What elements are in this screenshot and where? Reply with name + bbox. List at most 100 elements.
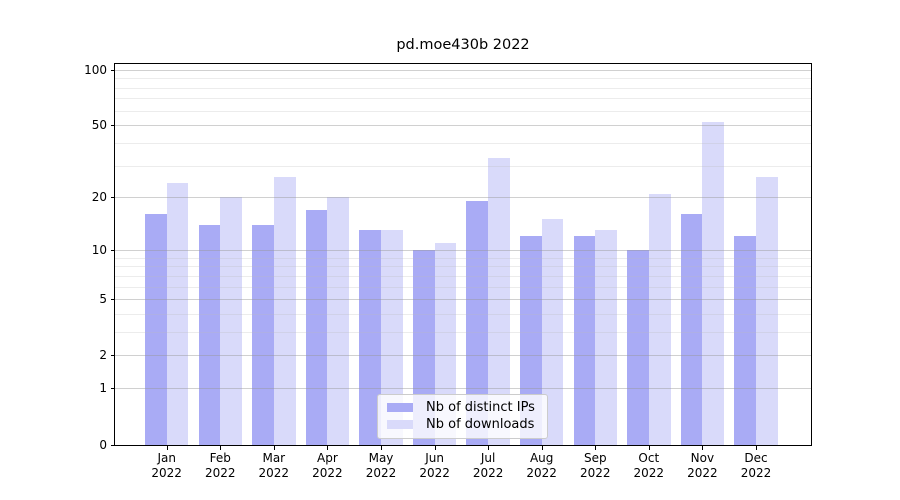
bar-downloads-feb: [220, 197, 243, 445]
gridline-8: [115, 266, 811, 268]
x-tick-month: Sep: [583, 451, 607, 465]
x-tick-label-jan: Jan 2022: [135, 451, 199, 481]
y-tick-mark: [111, 299, 115, 300]
x-tick-year: 2022: [151, 466, 182, 480]
gridline-70: [115, 98, 811, 100]
bar-downloads-jan: [166, 183, 189, 445]
bars-layer: [115, 64, 811, 445]
x-tick-mark: [166, 445, 168, 450]
y-tick-mark: [111, 197, 115, 199]
x-tick-year: 2022: [740, 466, 772, 480]
x-tick-month: Feb: [209, 451, 231, 465]
x-tick-mark: [327, 445, 329, 450]
bar-downloads-aug: [541, 219, 564, 445]
y-tick-label: 50: [91, 118, 107, 133]
gridline-9: [115, 257, 811, 259]
y-tick-mark: [111, 249, 115, 251]
legend-swatch-ips: [387, 403, 413, 413]
x-tick-month: Dec: [744, 451, 768, 465]
bar-ips-jan: [144, 214, 167, 445]
legend-swatch-downloads: [387, 419, 413, 429]
x-tick-year: 2022: [258, 466, 290, 480]
gridline-30: [115, 165, 811, 167]
x-tick-mark: [702, 445, 704, 450]
x-tick-label-oct: Oct 2022: [617, 451, 681, 481]
bar-downloads-sep: [595, 230, 618, 445]
x-tick-month: Jun: [425, 451, 444, 465]
y-tick-mark: [111, 388, 115, 390]
y-tick-label: 20: [91, 190, 107, 205]
gridline-4: [115, 313, 811, 315]
x-tick-month: Jan: [157, 451, 176, 465]
x-tick-month: Aug: [529, 451, 554, 465]
bar-downloads-dec: [756, 176, 778, 445]
x-tick-label-feb: Feb 2022: [188, 451, 252, 481]
x-tick-mark: [541, 445, 543, 450]
plot-area: Nb of distinct IPs Nb of downloads: [114, 62, 812, 446]
bar-ips-oct: [627, 249, 649, 445]
legend-label: Nb of distinct IPs: [426, 400, 535, 416]
x-tick-label-may: May 2022: [349, 451, 413, 481]
bar-downloads-oct: [648, 193, 671, 445]
bar-downloads-nov: [702, 122, 725, 445]
x-tick-year: 2022: [419, 466, 450, 480]
gridline-50: [115, 125, 811, 127]
y-tick-mark: [111, 355, 115, 357]
y-tick-mark: [111, 444, 115, 446]
x-tick-mark: [273, 445, 275, 450]
gridline-5: [115, 299, 811, 300]
legend-row: Nb of distinct IPs: [387, 400, 539, 417]
x-tick-label-jul: Jul 2022: [456, 451, 520, 481]
bar-downloads-apr: [327, 197, 350, 445]
gridline-10: [115, 249, 811, 251]
y-tick-mark: [111, 125, 115, 127]
gridline-60: [115, 110, 811, 112]
y-tick-label: 1: [99, 381, 107, 396]
x-tick-month: Mar: [262, 451, 286, 465]
bar-ips-feb: [198, 224, 221, 445]
gridline-80: [115, 87, 811, 89]
y-tick-label: 100: [84, 62, 107, 77]
bar-downloads-may: [381, 230, 403, 445]
bar-ips-jul: [466, 201, 489, 445]
gridline-90: [115, 78, 811, 80]
x-tick-year: 2022: [205, 466, 236, 480]
bar-downloads-jul: [488, 158, 510, 445]
y-tick-label: 0: [99, 437, 107, 452]
x-tick-year: 2022: [472, 466, 504, 480]
x-tick-month: Apr: [317, 451, 338, 465]
x-tick-year: 2022: [687, 466, 718, 480]
x-tick-mark: [488, 445, 490, 450]
legend-row: Nb of downloads: [387, 416, 539, 433]
x-tick-mark: [595, 445, 597, 450]
x-tick-month: Jul: [480, 451, 496, 465]
y-tick-label: 10: [91, 242, 107, 257]
y-tick-mark: [111, 69, 115, 71]
gridline-40: [115, 143, 811, 144]
y-tick-label: 2: [99, 348, 107, 363]
gridline-7: [115, 275, 811, 277]
bar-downloads-mar: [273, 176, 296, 445]
x-tick-year: 2022: [580, 466, 611, 480]
gridline-100: [115, 69, 811, 71]
x-tick-year: 2022: [633, 466, 665, 480]
x-tick-label-apr: Apr 2022: [295, 451, 359, 481]
x-tick-year: 2022: [312, 466, 343, 480]
chart-title: pd.moe430b 2022: [396, 37, 530, 53]
y-tick-label: 5: [99, 292, 107, 306]
legend-label: Nb of downloads: [426, 416, 535, 432]
x-tick-month: May: [368, 451, 394, 465]
x-tick-label-aug: Aug 2022: [510, 451, 574, 481]
x-tick-mark: [756, 445, 757, 450]
grid-layer: [115, 64, 811, 445]
x-tick-year: 2022: [526, 466, 557, 480]
legend: Nb of distinct IPs Nb of downloads: [377, 393, 548, 439]
bar-ips-mar: [252, 224, 274, 445]
bar-ips-nov: [680, 214, 703, 445]
gridline-20: [115, 197, 811, 199]
x-tick-label-mar: Mar 2022: [242, 451, 306, 481]
x-tick-mark: [648, 445, 650, 450]
bar-ips-sep: [573, 236, 596, 445]
gridline-2: [115, 355, 811, 357]
